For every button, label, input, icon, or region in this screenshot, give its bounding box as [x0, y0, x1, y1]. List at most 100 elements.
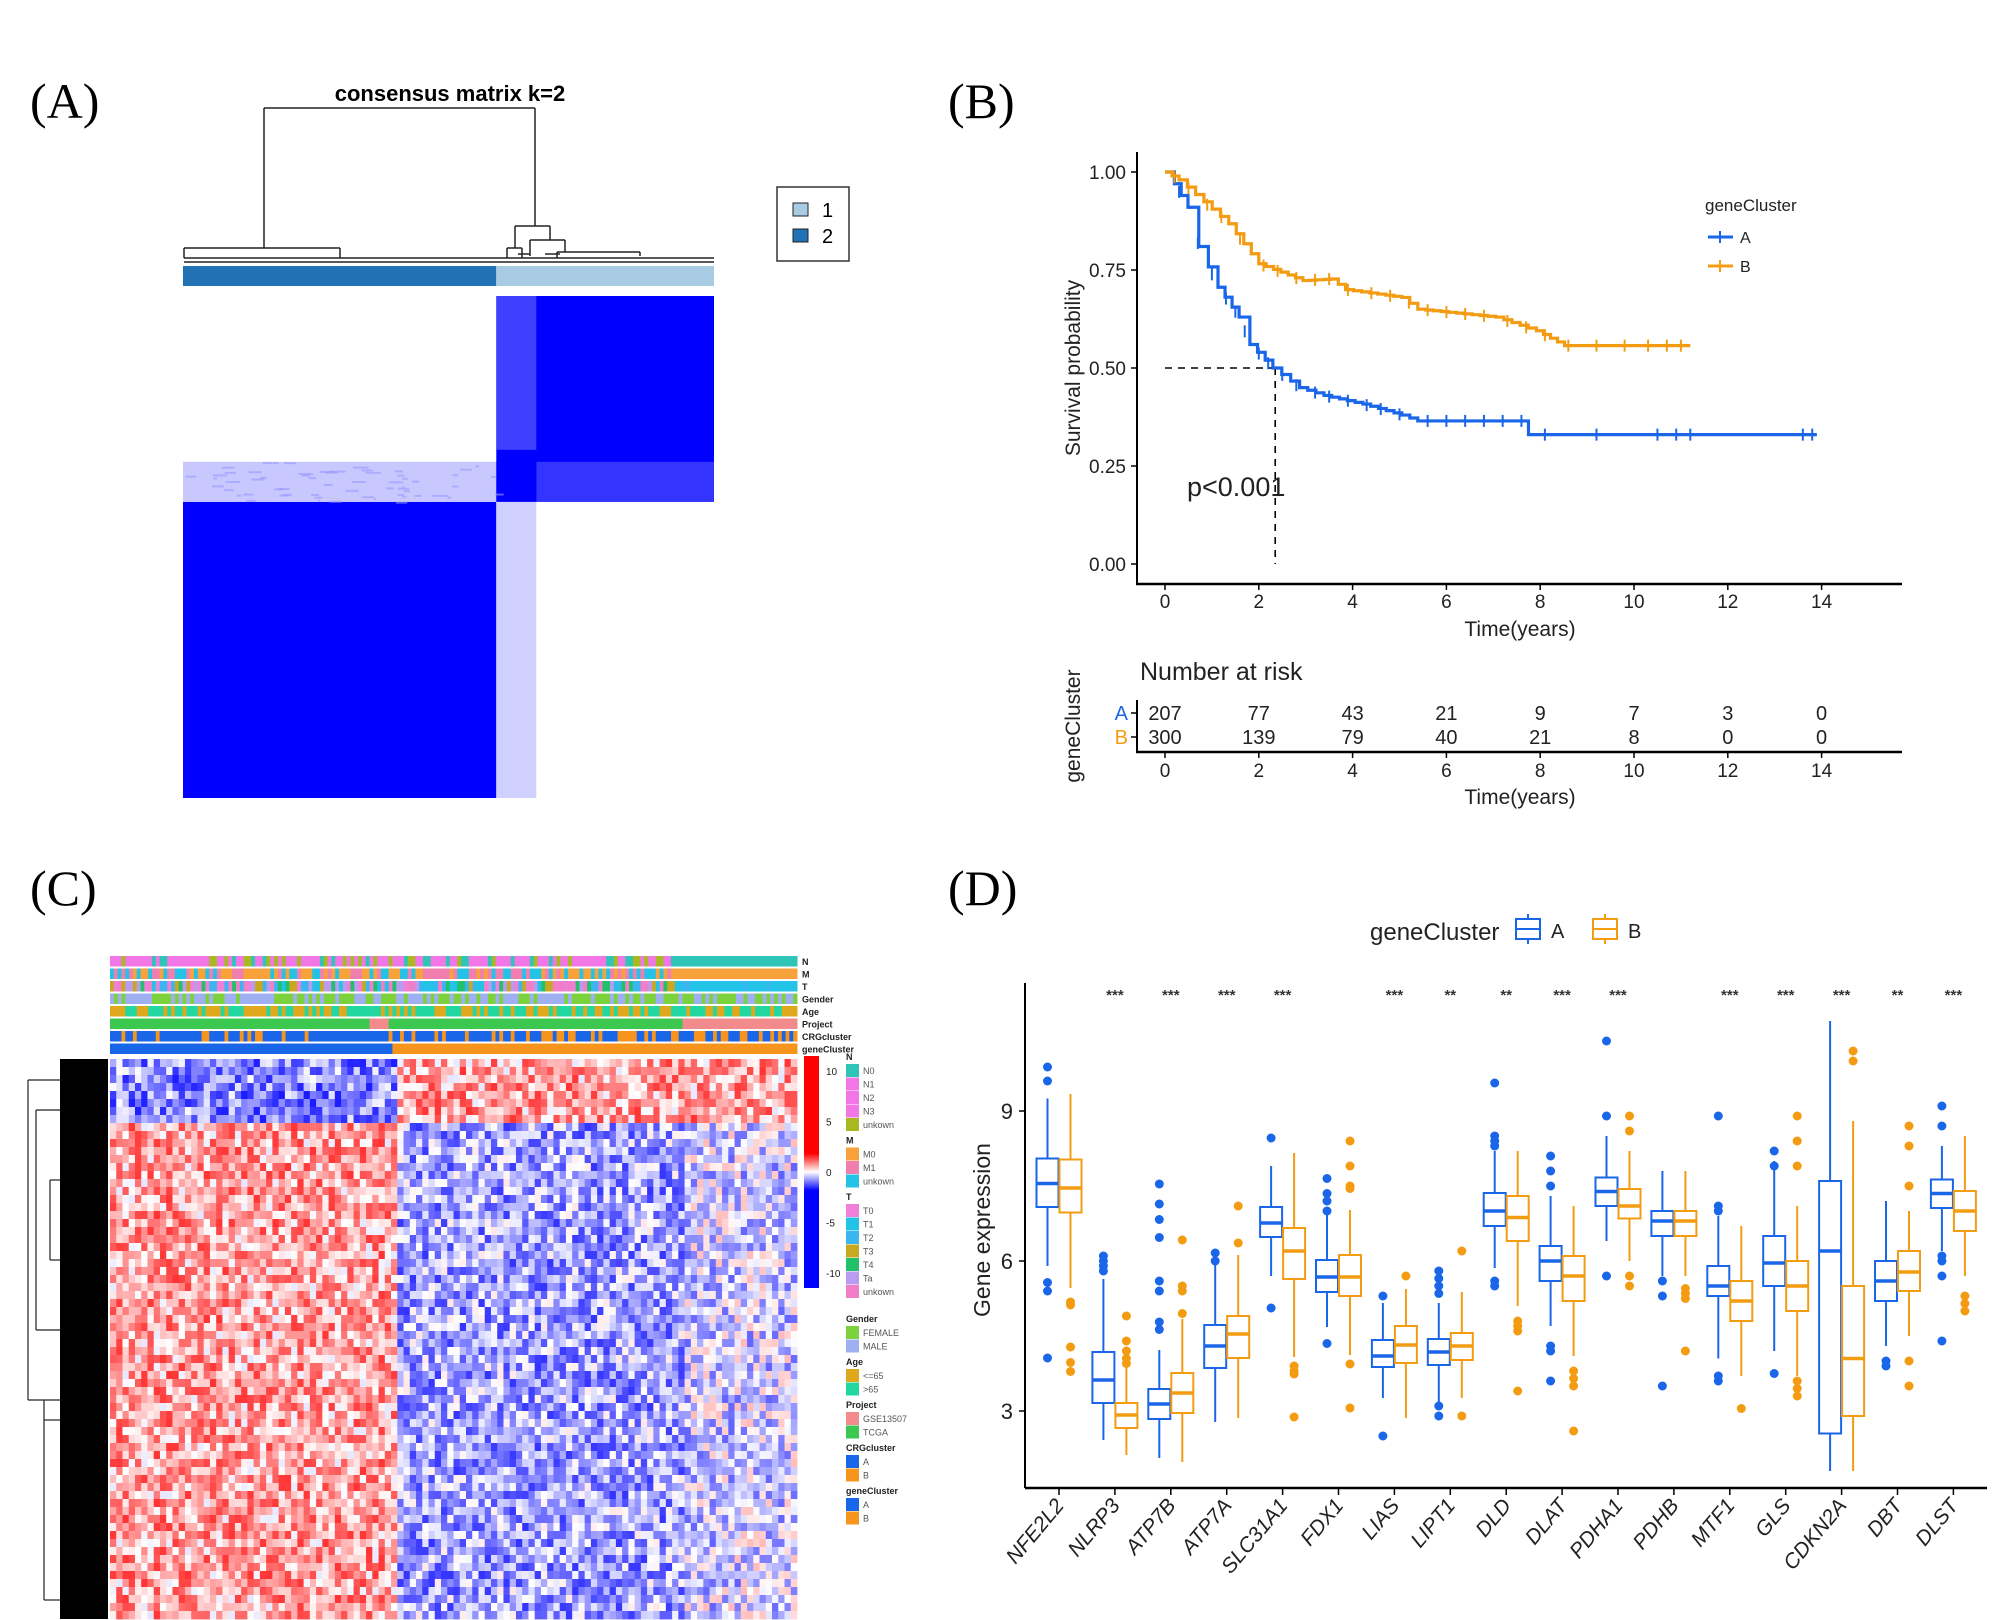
heatmap-cell: [790, 1179, 798, 1188]
track-cell: [552, 981, 558, 992]
heatmap-cell: [272, 1243, 280, 1252]
heatmap-cell: [740, 1123, 748, 1132]
heatmap-cell: [397, 1235, 404, 1244]
heatmap-cell: [759, 1075, 767, 1084]
heatmap-cell: [297, 1267, 305, 1276]
heatmap-cell: [778, 1083, 785, 1092]
heatmap-cell: [353, 1219, 361, 1228]
heatmap-cell: [222, 1075, 230, 1084]
heatmap-cell: [697, 1091, 704, 1100]
heatmap-cell: [678, 1235, 685, 1244]
heatmap-cell: [409, 1075, 417, 1084]
heatmap-cell: [515, 1203, 523, 1212]
heatmap-cell: [141, 1059, 148, 1068]
heatmap-cell: [734, 1131, 742, 1140]
track-cell: [758, 993, 764, 1004]
heatmap-cell: [522, 1099, 529, 1108]
heatmap-cell: [559, 1251, 567, 1260]
heatmap-cell: [247, 1115, 255, 1124]
heatmap-cell: [584, 1123, 592, 1132]
heatmap-cell: [759, 1107, 767, 1116]
track-cell: [686, 981, 691, 992]
consensus-noise: [246, 499, 256, 502]
heatmap-cell: [428, 1147, 436, 1156]
heatmap-cell: [166, 1235, 173, 1244]
heatmap-cell: [197, 1147, 205, 1156]
track-cell: [251, 993, 256, 1004]
heatmap-cell: [622, 1259, 629, 1268]
heatmap-cell: [134, 1059, 142, 1068]
heatmap-cell: [147, 1259, 155, 1268]
heatmap-cell: [328, 1219, 336, 1228]
heatmap-cell: [428, 1107, 436, 1116]
heatmap-cell: [303, 1139, 311, 1148]
heatmap-cell: [609, 1235, 617, 1244]
heatmap-cell: [116, 1139, 123, 1148]
track-cell: [640, 1043, 645, 1054]
heatmap-cell: [347, 1107, 354, 1116]
heatmap-cell: [684, 1099, 692, 1108]
heatmap-cell: [603, 1075, 611, 1084]
heatmap-cell: [422, 1235, 429, 1244]
heatmap-cell: [359, 1131, 367, 1140]
track-cell: [510, 993, 516, 1004]
heatmap-cell: [634, 1187, 642, 1196]
track-cell: [262, 1018, 267, 1029]
heatmap-cell: [734, 1083, 742, 1092]
heatmap-cell: [578, 1155, 586, 1164]
heatmap-cell: [253, 1275, 261, 1284]
track-cell: [529, 1018, 535, 1029]
track-cell: [476, 1006, 481, 1017]
heatmap-cell: [784, 1187, 792, 1196]
heatmap-cell: [603, 1107, 611, 1116]
heatmap-cell: [747, 1195, 754, 1204]
track-cell: [579, 981, 584, 992]
track-cell: [289, 968, 294, 979]
heatmap-cell: [391, 1211, 398, 1220]
heatmap-cell: [384, 1259, 392, 1268]
heatmap-cell: [141, 1291, 148, 1300]
heatmap-cell: [353, 1147, 361, 1156]
track-cell: [636, 1018, 642, 1029]
heatmap-cell: [303, 1283, 311, 1292]
heatmap-cell: [659, 1227, 667, 1236]
heatmap-cell: [584, 1219, 592, 1228]
track-cell: [518, 993, 523, 1004]
heatmap-cell: [447, 1147, 454, 1156]
heatmap-cell: [734, 1211, 742, 1220]
consensus-noise: [452, 485, 459, 488]
heatmap-cell: [184, 1235, 192, 1244]
heatmap-cell: [503, 1259, 511, 1268]
heatmap-cell: [790, 1123, 798, 1132]
heatmap-cell: [684, 1251, 692, 1260]
heatmap-cell: [465, 1283, 473, 1292]
heatmap-cell: [447, 1227, 454, 1236]
heatmap-cell: [665, 1059, 673, 1068]
heatmap-cell: [584, 1227, 592, 1236]
heatmap-cell: [747, 1179, 754, 1188]
heatmap-cell: [709, 1123, 717, 1132]
heatmap-cell: [447, 1171, 454, 1180]
heatmap-cell: [297, 1243, 305, 1252]
track-cell: [438, 1006, 443, 1017]
heatmap-cell: [778, 1267, 785, 1276]
heatmap-cell: [341, 1099, 348, 1108]
heatmap-cell: [403, 1107, 411, 1116]
heatmap-cell: [428, 1275, 436, 1284]
track-cell: [697, 956, 703, 967]
heatmap-cell: [134, 1219, 142, 1228]
heatmap-cell: [422, 1075, 429, 1084]
heatmap-cell: [772, 1075, 779, 1084]
heatmap-cell: [391, 1243, 398, 1252]
heatmap-cell: [116, 1203, 123, 1212]
track-cell: [598, 1043, 603, 1054]
heatmap-cell: [590, 1059, 598, 1068]
heatmap-cell: [522, 1147, 529, 1156]
heatmap-cell: [615, 1107, 623, 1116]
heatmap-cell: [347, 1115, 354, 1124]
heatmap-cell: [540, 1219, 548, 1228]
track-cell: [293, 956, 298, 967]
track-cell: [632, 1018, 638, 1029]
track-cell: [594, 1043, 600, 1054]
heatmap-cell: [740, 1075, 748, 1084]
